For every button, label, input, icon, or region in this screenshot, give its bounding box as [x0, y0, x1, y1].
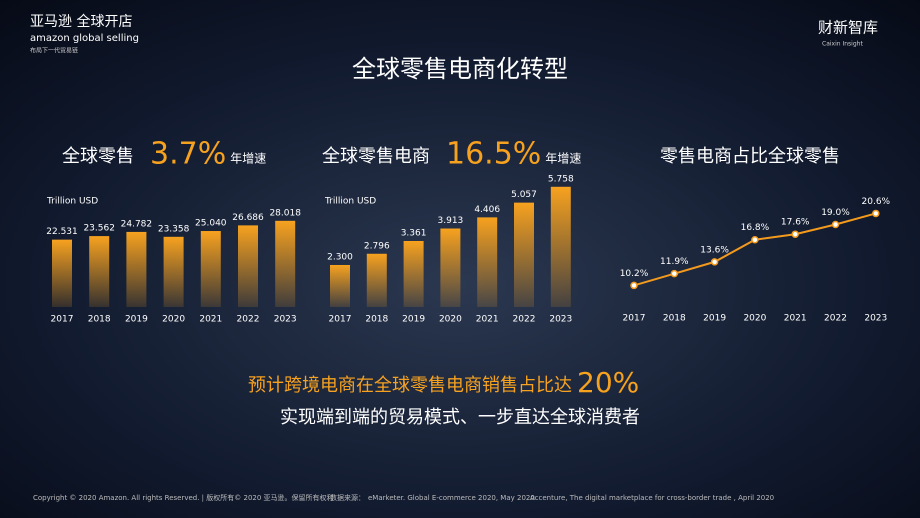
point — [831, 220, 840, 229]
conclusion-highlight: 20% — [577, 366, 639, 399]
x-tick-label: 2020 — [439, 315, 462, 325]
data-label: 13.6% — [700, 245, 729, 255]
data-label: 25.040 — [195, 219, 227, 229]
partner: 财新智库 — [818, 19, 878, 37]
bar — [403, 240, 424, 307]
data-label: 26.686 — [232, 213, 264, 223]
point — [630, 281, 638, 290]
growth-label: 年增速 — [230, 152, 266, 166]
data-label: 2.300 — [327, 252, 353, 262]
x-tick-label: 2019 — [703, 314, 726, 324]
bar — [550, 186, 571, 307]
slide-title: 全球零售电商化转型 — [352, 55, 568, 83]
x-tick-label: 2021 — [476, 315, 499, 325]
conclusion: 预计跨境电商在全球零售电商销售占比达 — [248, 375, 572, 396]
unit-label: Trillion USD — [46, 197, 98, 207]
point — [710, 258, 719, 266]
x-tick-label: 2023 — [864, 314, 887, 324]
bar — [477, 217, 498, 307]
point — [791, 230, 799, 238]
bar — [126, 231, 147, 307]
source-label: 数据来源： — [330, 493, 365, 502]
x-tick-label: 2018 — [663, 314, 686, 324]
bar — [366, 253, 387, 307]
x-tick-label: 2020 — [162, 315, 185, 325]
x-tick-label: 2019 — [125, 315, 148, 325]
data-label: 24.782 — [121, 219, 153, 229]
growth-label: 年增速 — [545, 152, 581, 166]
x-tick-label: 2021 — [784, 314, 807, 324]
bar — [514, 202, 534, 307]
copyright: Copyright © 2020 Amazon. All rights Rese… — [33, 493, 334, 502]
data-label: 2.796 — [364, 241, 390, 251]
data-label: 5.057 — [511, 190, 537, 200]
brand: 亚马逊 全球开店 — [30, 13, 132, 30]
x-tick-label: 2022 — [513, 315, 536, 325]
partner-en: Caixin Insight — [822, 41, 863, 48]
x-tick-label: 2017 — [329, 315, 352, 325]
slogan: 布局下一代贸易链 — [30, 47, 78, 55]
data-label: 16.8% — [741, 223, 770, 233]
bar — [200, 231, 221, 307]
data-label: 5.758 — [548, 174, 574, 184]
growth-rate: 3.7% — [150, 137, 226, 172]
bar — [89, 236, 110, 307]
data-label: 10.2% — [620, 269, 649, 279]
data-label: 17.6% — [781, 218, 810, 228]
data-label: 3.361 — [401, 228, 427, 238]
bar — [330, 264, 350, 307]
data-label: 4.406 — [474, 205, 500, 215]
x-tick-label: 2018 — [88, 315, 111, 325]
bar — [163, 236, 184, 307]
point — [670, 269, 679, 278]
brand-en: amazon global selling — [30, 33, 139, 44]
chart-title: 全球零售电商 — [322, 146, 430, 167]
x-tick-label: 2019 — [402, 315, 425, 325]
bar — [52, 239, 72, 307]
source: Accenture, The digital marketplace for c… — [530, 494, 774, 502]
bar — [440, 228, 461, 307]
x-tick-label: 2018 — [365, 315, 388, 325]
unit-label: Trillion USD — [324, 197, 376, 207]
bar — [275, 220, 296, 307]
source: eMarketer. Global E-commerce 2020, May 2… — [368, 494, 535, 502]
conclusion-sub: 实现端到端的贸易模式、一步直达全球消费者 — [280, 407, 640, 428]
x-tick-label: 2022 — [824, 314, 847, 324]
data-label: 28.018 — [269, 208, 301, 218]
data-label: 20.6% — [862, 197, 891, 207]
bar — [238, 225, 258, 307]
x-tick-label: 2020 — [743, 314, 766, 324]
x-tick-label: 2023 — [549, 315, 572, 325]
x-tick-label: 2022 — [237, 315, 260, 325]
x-tick-label: 2023 — [274, 315, 297, 325]
point — [872, 209, 880, 218]
chart-title: 零售电商占比全球零售 — [660, 146, 840, 167]
growth-rate: 16.5% — [446, 137, 541, 172]
chart-title: 全球零售 — [62, 146, 134, 167]
data-label: 23.358 — [158, 224, 190, 234]
point — [751, 235, 759, 244]
x-tick-label: 2017 — [51, 315, 74, 325]
x-tick-label: 2017 — [623, 314, 646, 324]
data-label: 3.913 — [438, 216, 464, 226]
data-label: 19.0% — [821, 208, 850, 218]
data-label: 23.562 — [83, 224, 115, 234]
data-label: 22.531 — [46, 227, 78, 237]
data-label: 11.9% — [660, 257, 689, 267]
x-tick-label: 2021 — [199, 315, 222, 325]
